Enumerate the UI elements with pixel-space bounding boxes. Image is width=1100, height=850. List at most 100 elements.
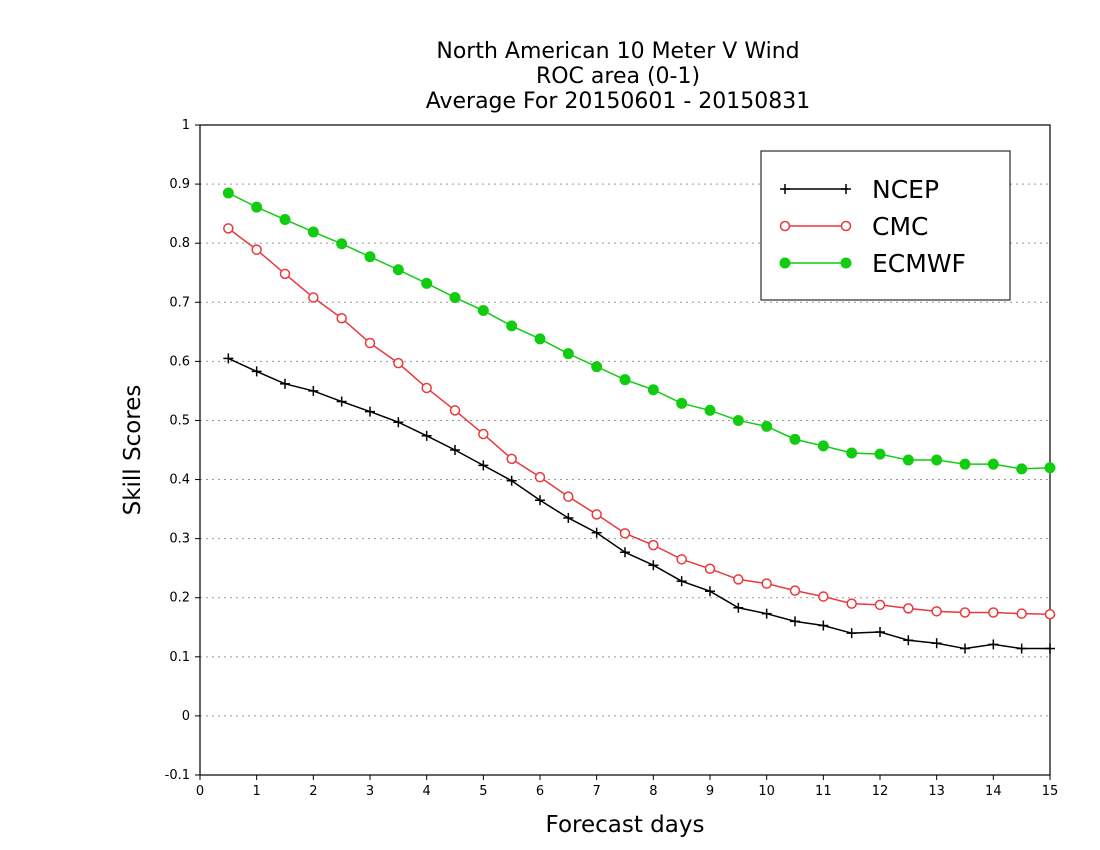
point-cmc-25 <box>931 606 942 617</box>
x-tick-label-15: 15 <box>1042 784 1059 799</box>
series-cmc <box>223 223 1056 620</box>
point-ecmwf-21 <box>817 440 829 452</box>
y-tick-label-4: 0.3 <box>169 532 190 547</box>
point-cmc-22 <box>846 598 857 609</box>
series-layer <box>222 187 1056 654</box>
x-tick-label-10: 10 <box>758 784 775 799</box>
y-tick-label-8: 0.7 <box>169 295 190 310</box>
point-cmc-15 <box>648 539 659 551</box>
y-tick-label-7: 0.6 <box>169 354 190 369</box>
point-cmc-5 <box>364 337 376 349</box>
point-cmc-14 <box>619 528 631 539</box>
x-tick-label-11: 11 <box>815 784 832 799</box>
y-tick-label-3: 0.2 <box>169 591 190 606</box>
point-ncep-11 <box>535 495 545 506</box>
point-ncep-18 <box>733 602 744 613</box>
point-ncep-9 <box>478 460 489 471</box>
point-cmc-2 <box>279 268 291 280</box>
y-tick-label-11: 1 <box>182 118 190 133</box>
point-cmc-1 <box>251 244 262 255</box>
legend-label-ecmwf: ECMWF <box>872 249 966 278</box>
point-cmc-23 <box>874 599 886 611</box>
legend-item-ncep: NCEP <box>780 175 939 204</box>
x-tick-label-6: 6 <box>536 784 544 799</box>
point-ecmwf-23 <box>874 448 886 460</box>
point-ecmwf-8 <box>449 292 461 304</box>
point-ecmwf-20 <box>789 433 801 445</box>
point-cmc-18 <box>733 574 744 585</box>
point-cmc-29 <box>1044 609 1056 620</box>
point-ncep-17 <box>705 586 715 597</box>
point-ncep-23 <box>875 627 885 637</box>
point-cmc-13 <box>591 509 602 520</box>
point-ecmwf-15 <box>647 384 659 396</box>
x-tick-label-4: 4 <box>423 784 431 799</box>
y-tick-label-1: 0 <box>182 709 190 724</box>
point-cmc-0 <box>223 223 234 234</box>
point-ncep-5 <box>365 406 375 417</box>
point-ecmwf-28 <box>1016 463 1028 475</box>
axes: -0.100.10.20.30.40.50.60.70.80.910 1 2 3 4 5 6… <box>165 118 1059 799</box>
point-ncep-24 <box>903 635 914 646</box>
point-cmc-27 <box>988 607 999 618</box>
y-tick-label-2: 0.1 <box>169 650 190 665</box>
y-tick-label-5: 0.4 <box>169 473 190 488</box>
x-tick-label-8: 8 <box>649 784 657 799</box>
point-cmc-20 <box>789 585 801 596</box>
point-cmc-21 <box>818 591 829 602</box>
point-ecmwf-7 <box>421 277 433 289</box>
legend: NCEP CMC ECMWF <box>760 150 1011 301</box>
point-ecmwf-18 <box>732 414 744 426</box>
x-tick-label-0: 0 <box>196 784 204 799</box>
point-ecmwf-19 <box>761 420 773 432</box>
point-cmc-9 <box>478 428 489 440</box>
point-cmc-11 <box>534 471 546 483</box>
point-ecmwf-3 <box>307 226 319 238</box>
point-ecmwf-22 <box>846 447 858 459</box>
point-ncep-8 <box>450 445 460 455</box>
point-ncep-22 <box>846 628 857 639</box>
point-cmc-12 <box>563 491 574 502</box>
point-ncep-2 <box>280 378 290 389</box>
x-tick-label-1: 1 <box>253 784 261 799</box>
series-ecmwf <box>222 187 1056 475</box>
legend-label-cmc: CMC <box>872 212 928 241</box>
point-ecmwf-11 <box>534 333 546 345</box>
x-tick-label-12: 12 <box>872 784 889 799</box>
point-ecmwf-26 <box>959 458 971 470</box>
point-ncep-26 <box>960 643 970 654</box>
point-ncep-27 <box>988 639 999 650</box>
point-cmc-16 <box>676 554 687 565</box>
point-ecmwf-5 <box>364 251 376 263</box>
point-cmc-10 <box>506 453 517 465</box>
legend-marker-end-ecmwf <box>840 257 852 269</box>
x-tick-label-14: 14 <box>985 784 1002 799</box>
legend-marker-end-cmc <box>840 220 852 232</box>
x-tick-label-5: 5 <box>479 784 487 799</box>
y-axis-label: Skill Scores <box>120 385 146 516</box>
point-cmc-28 <box>1016 608 1027 619</box>
point-ncep-14 <box>620 547 630 558</box>
point-ncep-20 <box>790 616 800 627</box>
point-ncep-25 <box>931 638 942 649</box>
point-ncep-1 <box>251 366 262 377</box>
point-ecmwf-0 <box>222 187 234 199</box>
point-ecmwf-6 <box>392 264 404 276</box>
x-tick-label-3: 3 <box>366 784 374 799</box>
point-cmc-19 <box>761 578 772 589</box>
point-ecmwf-27 <box>987 458 999 470</box>
point-ncep-10 <box>506 475 517 486</box>
chart-title-line-3: Average For 20150601 - 20150831 <box>426 89 811 114</box>
point-cmc-26 <box>959 607 971 618</box>
point-ecmwf-24 <box>902 454 914 466</box>
point-ecmwf-4 <box>336 238 348 250</box>
point-ecmwf-12 <box>562 348 574 360</box>
x-tick-label-9: 9 <box>706 784 714 799</box>
y-tick-label-10: 0.9 <box>169 177 190 192</box>
point-ncep-0 <box>223 353 234 364</box>
point-ecmwf-1 <box>251 201 263 213</box>
legend-marker-start-cmc <box>779 220 791 232</box>
point-ncep-7 <box>421 430 432 441</box>
point-ecmwf-13 <box>591 361 603 373</box>
